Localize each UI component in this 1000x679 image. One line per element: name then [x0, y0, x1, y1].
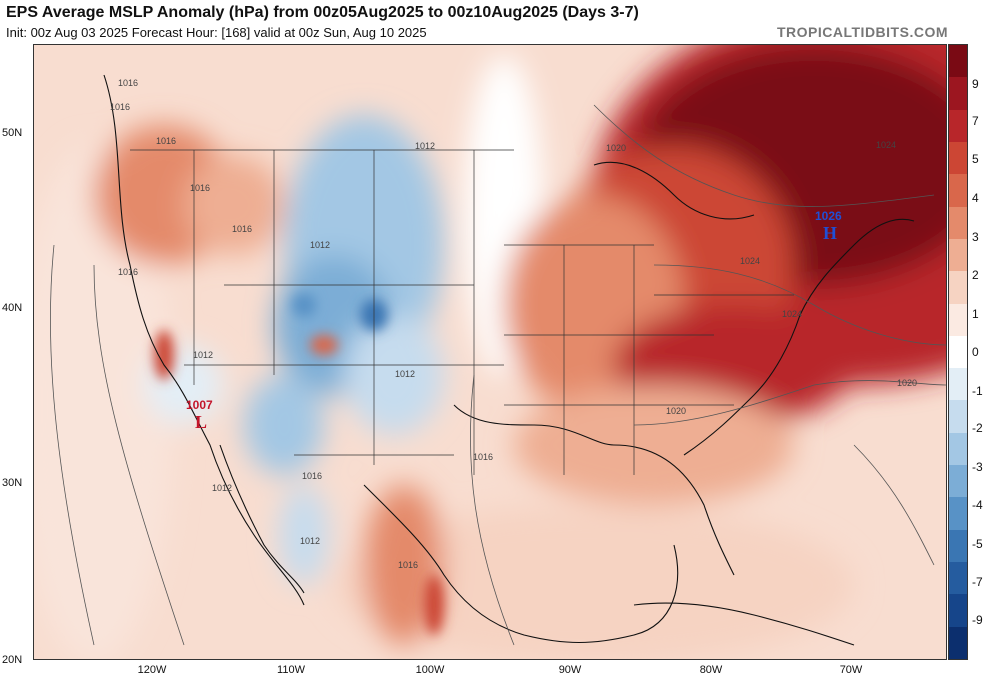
state-borders — [130, 149, 794, 475]
high-pressure-value: 1026 — [815, 209, 842, 223]
brand-watermark[interactable]: TROPICALTIDBITS.COM — [776, 24, 948, 40]
colorbar-label: -5 — [972, 537, 983, 551]
map-subtitle: Init: 00z Aug 03 2025 Forecast Hour: [16… — [6, 25, 427, 40]
isobar-label: 1024 — [782, 309, 803, 319]
colorbar-swatch — [949, 626, 967, 659]
colorbar-swatch — [949, 271, 967, 304]
coastlines — [103, 74, 915, 646]
colorbar-label: -4 — [972, 498, 983, 512]
colorbar-label: 3 — [972, 230, 979, 244]
isobar-label: 1016 — [473, 452, 494, 462]
isobar-label: 1012 — [212, 483, 233, 493]
colorbar-label: -2 — [972, 421, 983, 435]
isobar-label: 1016 — [118, 267, 139, 277]
colorbar-swatch — [949, 529, 967, 562]
colorbar-label: 2 — [972, 268, 979, 282]
colorbar-swatch — [949, 45, 967, 78]
colorbar — [948, 44, 968, 660]
colorbar-swatch — [949, 335, 967, 369]
colorbar-label: 0 — [972, 345, 979, 359]
isobar-label: 1020 — [606, 143, 627, 153]
colorbar-swatch — [949, 562, 967, 595]
isobar-label: 1012 — [415, 141, 436, 151]
mslp-anomaly-map — [33, 44, 947, 660]
lat-label-50n: 50N — [2, 127, 23, 139]
isobar-label: 1024 — [740, 256, 761, 266]
isobar-label: 1012 — [310, 240, 331, 250]
isobar-label: 1016 — [156, 136, 177, 146]
lon-label-100w: 100W — [415, 664, 445, 676]
high-pressure-marker: H — [823, 223, 838, 243]
low-pressure-value: 1007 — [186, 398, 213, 412]
colorbar-swatch — [949, 174, 967, 207]
colorbar-swatch — [949, 465, 967, 498]
isobar-label: 1016 — [110, 102, 131, 112]
isobar-label: 1012 — [395, 369, 416, 379]
lat-label-40n: 40N — [2, 302, 23, 314]
colorbar-swatch — [949, 594, 967, 627]
colorbar-label: 7 — [972, 114, 979, 128]
colorbar-swatch — [949, 400, 967, 433]
colorbar-swatch — [949, 77, 967, 110]
colorbar-swatch — [949, 109, 967, 142]
colorbar-label: 5 — [972, 152, 979, 166]
low-pressure-marker: L — [195, 412, 208, 432]
isobar-label: 1024 — [876, 140, 897, 150]
isobar-label: 1020 — [666, 406, 687, 416]
lon-label-80w: 80W — [699, 664, 723, 676]
colorbar-label: 1 — [972, 307, 979, 321]
colorbar-swatch — [949, 368, 967, 401]
anomaly-detail — [154, 293, 444, 635]
colorbar-swatch — [949, 238, 967, 272]
isobar-lines — [49, 104, 946, 646]
colorbar-label: -3 — [972, 460, 983, 474]
lon-label-70w: 70W — [839, 664, 863, 676]
lon-label-90w: 90W — [558, 664, 582, 676]
isobar-label: 1012 — [193, 350, 214, 360]
colorbar-swatch — [949, 303, 967, 336]
isobar-label: 1016 — [302, 471, 323, 481]
map-title: EPS Average MSLP Anomaly (hPa) from 00z0… — [6, 4, 639, 21]
colorbar-label: -1 — [972, 384, 983, 398]
colorbar-swatch — [949, 497, 967, 530]
anomaly-field — [34, 45, 946, 659]
lat-label-30n: 30N — [2, 477, 23, 489]
isobar-label: 1016 — [118, 78, 139, 88]
isobar-label: 1016 — [398, 560, 419, 570]
colorbar-swatch — [949, 141, 967, 175]
isobar-label: 1016 — [190, 183, 211, 193]
colorbar-label: 9 — [972, 77, 979, 91]
colorbar-swatch — [949, 206, 967, 239]
lon-label-110w: 110W — [277, 664, 305, 676]
colorbar-label: 4 — [972, 191, 979, 205]
isobar-label: 1016 — [232, 224, 253, 234]
lat-label-20n: 20N — [2, 654, 23, 666]
isobar-label: 1020 — [897, 378, 918, 388]
lon-label-120w: 120W — [137, 664, 167, 676]
isobar-label: 1012 — [300, 536, 321, 546]
colorbar-swatch — [949, 432, 967, 466]
map-canvas — [34, 45, 946, 659]
colorbar-label: -7 — [972, 575, 983, 589]
colorbar-label: -9 — [972, 613, 983, 627]
